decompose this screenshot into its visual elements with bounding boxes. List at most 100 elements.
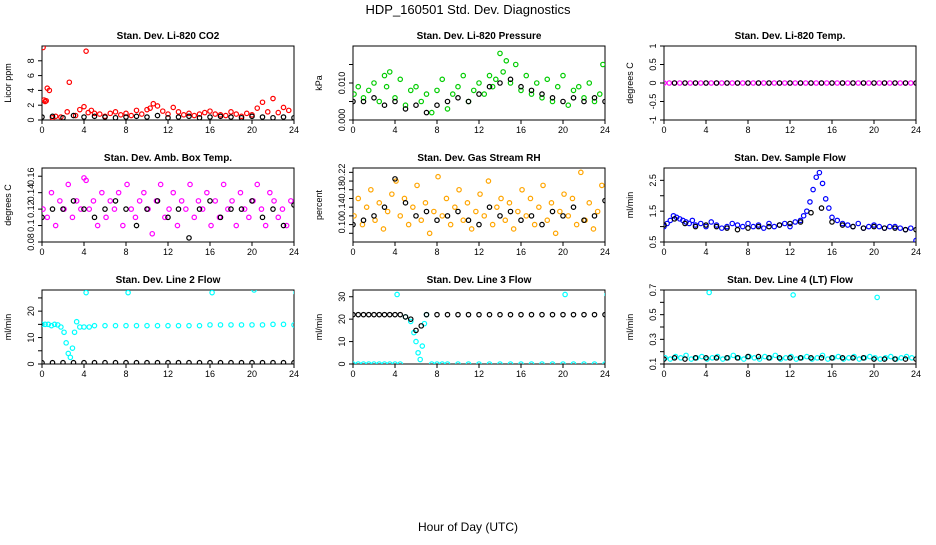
x-tick-label: 12 <box>785 247 795 257</box>
point-fine <box>249 322 255 328</box>
point-fine <box>384 208 391 215</box>
x-tick-label: 16 <box>827 125 837 135</box>
point-hourly <box>455 208 461 215</box>
point-hourly <box>365 311 372 318</box>
plot-frame <box>663 45 917 121</box>
point-hourly <box>423 109 430 116</box>
point-fine <box>251 290 257 293</box>
point-fine <box>402 102 409 109</box>
x-tick-label: 12 <box>785 369 795 379</box>
point-fine <box>417 356 424 363</box>
x-tick-label: 24 <box>911 125 921 135</box>
point-fine <box>855 220 862 227</box>
y-axis-label: ml/min <box>314 314 324 341</box>
x-tick-label: 8 <box>123 247 128 257</box>
point-fine <box>66 79 73 86</box>
point-hourly <box>486 204 493 210</box>
point-fine <box>199 206 206 212</box>
point-hourly <box>497 311 503 318</box>
point-fine <box>355 361 362 364</box>
point-fine <box>237 189 244 196</box>
point-hourly <box>581 217 587 224</box>
point-hourly <box>549 95 556 101</box>
point-hourly <box>196 114 203 120</box>
point-fine <box>813 174 820 181</box>
point-hourly <box>829 355 835 361</box>
point-fine <box>810 186 816 193</box>
x-tick-label: 20 <box>247 125 257 135</box>
point-hourly <box>413 102 419 109</box>
point-fine <box>470 87 477 94</box>
point-hourly <box>913 80 916 86</box>
point-hourly <box>291 114 294 120</box>
point-fine <box>594 208 601 215</box>
x-tick-label: 24 <box>600 125 610 135</box>
point-hourly <box>291 202 294 208</box>
point-hourly <box>745 225 751 231</box>
point-fine <box>128 206 135 212</box>
point-fine <box>539 95 545 101</box>
point-hourly <box>123 114 129 120</box>
y-tick-label: 30 <box>337 292 347 302</box>
point-hourly <box>850 80 856 86</box>
point-hourly <box>913 226 916 233</box>
point-hourly <box>755 353 762 360</box>
point-fine <box>575 83 582 90</box>
point-hourly <box>797 80 804 86</box>
point-fine <box>539 361 545 364</box>
plot-frame <box>352 167 606 243</box>
point-fine <box>264 109 271 115</box>
point-hourly <box>60 206 66 212</box>
point-fine <box>578 169 584 176</box>
point-fine <box>560 361 566 364</box>
point-hourly <box>713 355 720 361</box>
x-tick-label: 16 <box>827 247 837 257</box>
plot-frame <box>41 167 295 243</box>
point-fine <box>676 80 683 86</box>
point-hourly <box>402 314 409 320</box>
point-fine <box>73 318 80 325</box>
point-fine <box>178 198 185 204</box>
point-hourly <box>850 223 856 230</box>
point-hourly <box>434 311 440 318</box>
point-fine <box>840 356 847 362</box>
x-tick-label: 0 <box>350 369 355 379</box>
point-fine <box>444 361 451 364</box>
point-fine <box>739 80 746 86</box>
point-fine <box>222 112 229 119</box>
point-hourly <box>418 323 425 329</box>
point-fine <box>207 322 213 328</box>
point-hourly <box>591 311 598 318</box>
point-fine <box>138 111 145 117</box>
point-hourly <box>913 356 916 362</box>
point-fine <box>426 230 433 237</box>
point-hourly <box>713 223 720 230</box>
x-tick-label: 20 <box>869 125 879 135</box>
x-tick-label: 24 <box>289 125 299 135</box>
point-fine <box>136 198 143 204</box>
point-fine <box>492 76 499 83</box>
panel-title: Stan. Dev. Gas Stream RH <box>417 153 540 164</box>
point-fine <box>518 87 524 94</box>
point-hourly <box>280 114 287 120</box>
point-fine <box>280 321 287 328</box>
point-fine <box>519 186 525 193</box>
point-fine <box>285 107 292 114</box>
point-fine <box>494 204 500 210</box>
point-fine <box>414 182 420 189</box>
point-hourly <box>776 222 783 228</box>
point-hourly <box>671 80 678 86</box>
point-fine <box>42 206 46 212</box>
point-fine <box>86 324 93 330</box>
point-hourly <box>165 214 171 221</box>
point-hourly <box>144 359 150 364</box>
point-hourly <box>549 311 556 318</box>
point-fine <box>78 206 84 212</box>
point-fine <box>258 206 265 212</box>
point-hourly <box>455 95 461 101</box>
panel-title: Stan. Dev. Sample Flow <box>734 153 846 164</box>
point-fine <box>708 80 715 86</box>
point-hourly <box>144 114 150 120</box>
y-tick-label: 0.010 <box>337 72 347 95</box>
